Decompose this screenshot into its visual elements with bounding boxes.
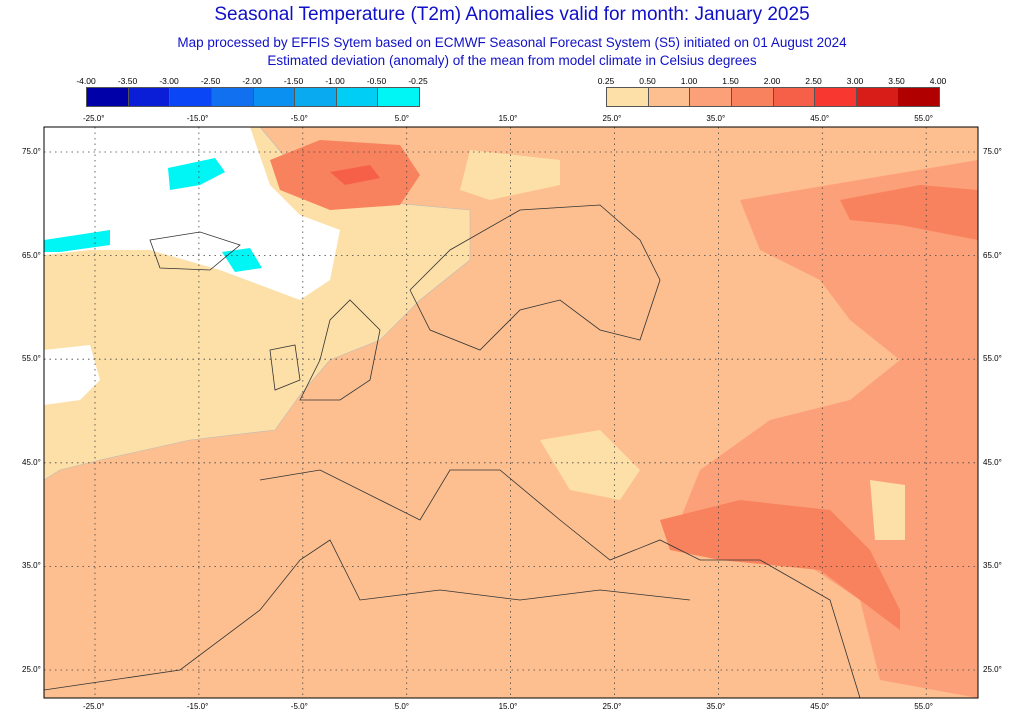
anomaly-area-warm <box>840 185 978 240</box>
axis-tick-label: -25.0° <box>83 702 105 711</box>
legend-swatch <box>336 88 379 106</box>
legend-label: -4.00 <box>76 76 96 86</box>
axis-tick-label: 45.0° <box>810 114 830 123</box>
anomaly-area-white <box>44 345 100 405</box>
axis-tick-label: 55.0° <box>914 114 933 123</box>
axis-tick-label: 55.0° <box>914 702 933 711</box>
map-title: Seasonal Temperature (T2m) Anomalies val… <box>214 4 810 25</box>
axis-tick-label: 25.0° <box>602 114 622 123</box>
anomaly-area-light <box>460 150 560 200</box>
legend-swatch <box>773 88 816 106</box>
legend-label: 1.50 <box>722 76 739 86</box>
axis-tick-label: 25.0° <box>22 665 41 674</box>
legend-label: -2.50 <box>200 76 221 86</box>
map-frame <box>43 126 979 699</box>
axis-tick-label: 25.0° <box>602 702 622 711</box>
legend-swatch <box>898 88 939 106</box>
legend-label: 4.00 <box>929 76 947 86</box>
axis-tick-label: 15.0° <box>498 702 518 711</box>
legend-negative-colorbar <box>86 87 420 107</box>
anomaly-area-cyan <box>222 248 262 272</box>
legend-label: -3.00 <box>159 76 179 86</box>
legend-swatch <box>87 88 129 106</box>
legend-label: -1.00 <box>325 76 345 86</box>
axis-tick-label: 35.0° <box>706 702 726 711</box>
axis-tick-label: -5.0° <box>290 114 308 123</box>
axis-tick-label: 75.0° <box>983 147 1002 156</box>
axis-tick-label: 65.0° <box>983 250 1002 260</box>
axis-tick-label: 65.0° <box>22 250 41 260</box>
legend-swatch <box>731 88 774 106</box>
legend-swatch <box>856 88 899 106</box>
axis-tick-label: -15.0° <box>186 702 209 711</box>
anomaly-area-light <box>870 480 905 540</box>
legend-swatch <box>648 88 691 106</box>
axis-tick-label: 45.0° <box>22 457 41 467</box>
legend-swatch <box>815 88 857 106</box>
legend-label: 1.00 <box>680 76 698 86</box>
axis-tick-label: 35.0° <box>983 561 1002 571</box>
legend-label: -2.00 <box>242 76 262 86</box>
legend-swatch <box>690 88 732 106</box>
map-subtitle-units: Estimated deviation (anomaly) of the mea… <box>267 53 757 68</box>
axis-tick-label: -25.0° <box>83 114 105 123</box>
legend-positive-colorbar <box>606 87 940 107</box>
map-subtitle: Map processed by EFFIS Sytem based on EC… <box>177 35 847 50</box>
legend-label: -3.50 <box>117 76 138 86</box>
legend-swatch <box>170 88 212 106</box>
anomaly-area-cyan <box>44 230 110 252</box>
legend-swatch <box>378 88 419 106</box>
legend-label: 3.50 <box>888 76 905 86</box>
axis-tick-label: 45.0° <box>983 457 1002 467</box>
anomaly-area-cyan <box>168 158 225 190</box>
anomaly-area-warm <box>680 160 978 698</box>
axis-tick-label: -5.0° <box>290 702 308 711</box>
legend-swatch <box>253 88 296 106</box>
axis-tick-label: 5.0° <box>394 702 410 711</box>
legend-swatch <box>211 88 254 106</box>
legend-swatch <box>128 88 171 106</box>
legend-label: -1.50 <box>283 76 304 86</box>
legend-label: 3.00 <box>846 76 864 86</box>
axis-tick-label: 55.0° <box>983 354 1002 364</box>
anomaly-area-white <box>44 127 340 300</box>
legend-label: -0.50 <box>366 76 387 86</box>
axis-tick-label: 45.0° <box>810 702 830 711</box>
legend-swatch <box>295 88 337 106</box>
axis-tick-label: 35.0° <box>706 114 726 123</box>
anomaly-area-light <box>540 430 640 500</box>
anomaly-area-warm <box>660 500 900 630</box>
axis-tick-label: 25.0° <box>983 665 1002 674</box>
axis-tick-label: 15.0° <box>498 114 518 123</box>
legend-label: 2.00 <box>763 76 781 86</box>
coastline-outline <box>44 204 861 698</box>
axis-tick-label: -15.0° <box>186 114 209 123</box>
axis-tick-label: 35.0° <box>22 561 41 571</box>
legend-swatch <box>607 88 649 106</box>
axis-tick-label: 55.0° <box>22 354 41 364</box>
legend-label: 0.25 <box>597 76 615 86</box>
anomaly-area-hot <box>330 165 380 185</box>
legend-label: 2.50 <box>805 76 822 86</box>
legend-label: 0.50 <box>639 76 656 86</box>
axis-tick-label: 75.0° <box>22 147 41 156</box>
axis-tick-label: 5.0° <box>394 114 410 123</box>
legend-label: -0.25 <box>408 76 428 86</box>
